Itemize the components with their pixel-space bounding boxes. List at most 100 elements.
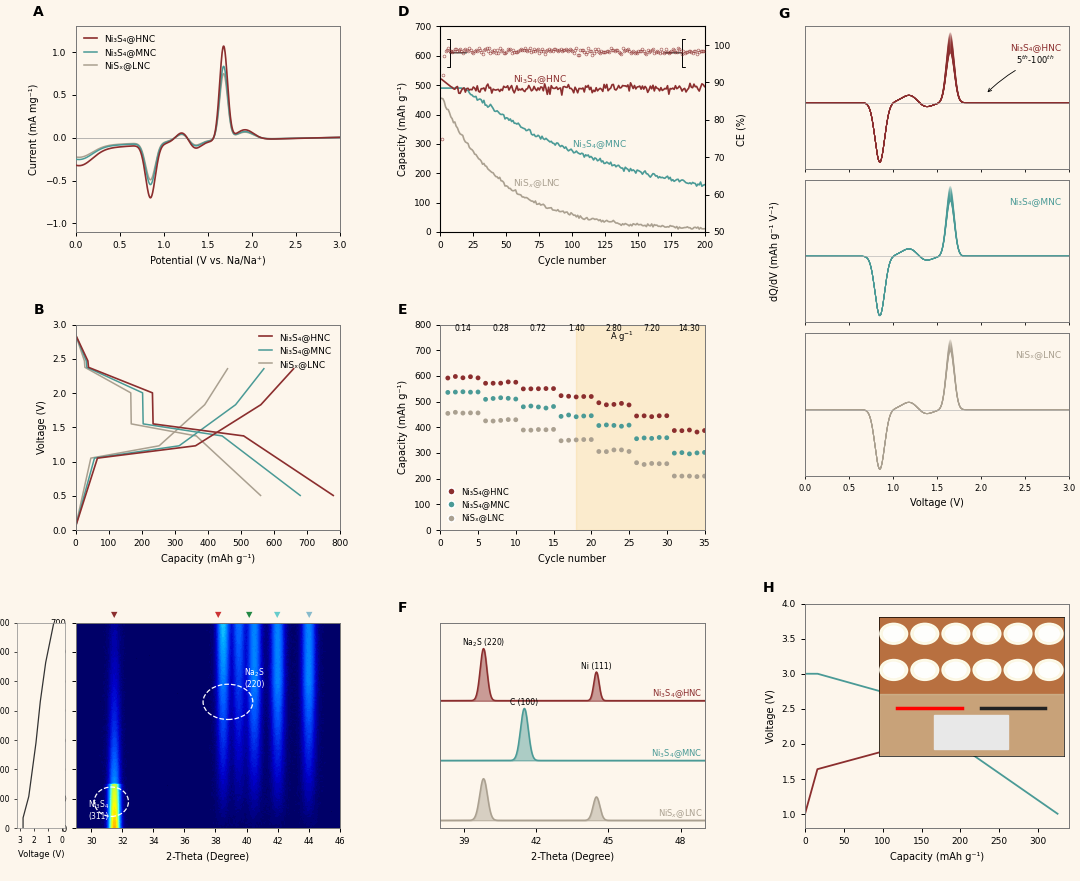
- Text: ▼: ▼: [274, 610, 281, 619]
- Text: ▼: ▼: [246, 610, 253, 619]
- Point: [680, 423, 698, 437]
- Point: [545, 422, 563, 436]
- Point: [508, 412, 525, 426]
- Point: [590, 418, 607, 433]
- Point: [523, 423, 540, 437]
- Point: [627, 432, 645, 446]
- Point: [582, 433, 599, 447]
- Point: [530, 400, 548, 414]
- Point: [447, 405, 464, 419]
- Point: [673, 469, 690, 483]
- Point: [561, 389, 578, 403]
- X-axis label: Potential (V vs. Na/Na⁺): Potential (V vs. Na/Na⁺): [150, 255, 266, 265]
- Point: [658, 456, 675, 470]
- Point: [612, 396, 630, 411]
- Point: [530, 423, 548, 437]
- Text: NiS$_x$@LNC: NiS$_x$@LNC: [513, 178, 561, 190]
- Point: [455, 406, 472, 420]
- X-axis label: Capacity (mAh g⁻¹): Capacity (mAh g⁻¹): [161, 553, 255, 564]
- Point: [620, 444, 637, 458]
- Text: D: D: [399, 5, 409, 19]
- Point: [508, 392, 525, 406]
- Point: [447, 369, 464, 383]
- Text: 2.80: 2.80: [606, 324, 622, 333]
- Point: [673, 424, 690, 438]
- Text: Ni$_3$S$_4$@HNC: Ni$_3$S$_4$@HNC: [651, 687, 702, 700]
- Point: [567, 390, 584, 404]
- X-axis label: 2-Theta (Degree): 2-Theta (Degree): [531, 852, 613, 862]
- Point: [485, 376, 502, 390]
- Text: 5$^{th}$-100$^{th}$: 5$^{th}$-100$^{th}$: [988, 54, 1055, 92]
- Text: G: G: [779, 7, 789, 21]
- Point: [477, 392, 495, 406]
- Text: 14.30: 14.30: [678, 324, 700, 333]
- Point: [477, 414, 495, 428]
- Text: ▼: ▼: [306, 610, 312, 619]
- Y-axis label: Capacity (mAh g⁻¹): Capacity (mAh g⁻¹): [399, 82, 408, 176]
- Point: [688, 446, 705, 460]
- Y-axis label: Voltage (V): Voltage (V): [766, 689, 777, 743]
- Text: A g$^{-1}$: A g$^{-1}$: [609, 329, 633, 344]
- Point: [597, 397, 615, 411]
- Point: [447, 385, 464, 399]
- Point: [597, 445, 615, 459]
- Text: Ni (111): Ni (111): [581, 663, 611, 671]
- Point: [605, 443, 622, 457]
- Point: [492, 376, 510, 390]
- Legend: Ni₃S₄@HNC, Ni₃S₄@MNC, NiSₓ@LNC: Ni₃S₄@HNC, Ni₃S₄@MNC, NiSₓ@LNC: [445, 484, 513, 526]
- Point: [553, 410, 570, 424]
- Point: [688, 425, 705, 439]
- Text: 0.28: 0.28: [492, 324, 509, 333]
- X-axis label: Cycle number: Cycle number: [539, 255, 606, 265]
- Text: ▼: ▼: [215, 610, 221, 619]
- Text: Ni$_3$S$_4$@HNC: Ni$_3$S$_4$@HNC: [513, 73, 567, 86]
- Point: [696, 446, 713, 460]
- Point: [643, 410, 660, 424]
- Text: dQ/dV (mAh g⁻¹ V⁻¹): dQ/dV (mAh g⁻¹ V⁻¹): [770, 201, 780, 301]
- Point: [538, 423, 555, 437]
- Point: [635, 409, 652, 423]
- Point: [470, 371, 487, 385]
- Point: [462, 385, 480, 399]
- Point: [440, 371, 457, 385]
- Point: [658, 409, 675, 423]
- Point: [538, 381, 555, 396]
- Text: Ni₃S₄@MNC: Ni₃S₄@MNC: [1009, 197, 1062, 206]
- Point: [643, 456, 660, 470]
- Point: [508, 375, 525, 389]
- Point: [561, 408, 578, 422]
- Point: [650, 431, 667, 445]
- Point: [545, 399, 563, 413]
- Text: Ni₃S₄@HNC: Ni₃S₄@HNC: [1010, 43, 1062, 53]
- Point: [553, 433, 570, 448]
- Legend: Ni₃S₄@HNC, Ni₃S₄@MNC, NiSₓ@LNC: Ni₃S₄@HNC, Ni₃S₄@MNC, NiSₓ@LNC: [255, 329, 336, 373]
- Point: [696, 469, 713, 483]
- Point: [485, 391, 502, 405]
- Text: B: B: [33, 303, 44, 317]
- Point: [515, 400, 532, 414]
- Point: [485, 414, 502, 428]
- Point: [575, 433, 592, 447]
- Point: [500, 412, 517, 426]
- Point: [455, 371, 472, 385]
- Point: [530, 381, 548, 396]
- Y-axis label: Current (mA mg⁻¹): Current (mA mg⁻¹): [29, 84, 39, 175]
- Point: [440, 385, 457, 399]
- Text: Ni$_3$S$_4$
(311): Ni$_3$S$_4$ (311): [89, 798, 110, 821]
- Point: [627, 455, 645, 470]
- Point: [605, 418, 622, 433]
- Point: [696, 424, 713, 438]
- Point: [477, 376, 495, 390]
- Point: [665, 469, 683, 483]
- Point: [440, 406, 457, 420]
- Point: [688, 470, 705, 484]
- Text: Ni$_3$S$_4$@MNC: Ni$_3$S$_4$@MNC: [651, 747, 702, 760]
- Point: [582, 409, 599, 423]
- Point: [673, 446, 690, 460]
- Y-axis label: Voltage (V): Voltage (V): [37, 400, 46, 455]
- Text: NiSₓ@LNC: NiSₓ@LNC: [1015, 351, 1062, 359]
- Point: [590, 396, 607, 410]
- X-axis label: Cycle number: Cycle number: [539, 553, 606, 564]
- Bar: [576, 324, 704, 530]
- Text: ▼: ▼: [111, 610, 118, 619]
